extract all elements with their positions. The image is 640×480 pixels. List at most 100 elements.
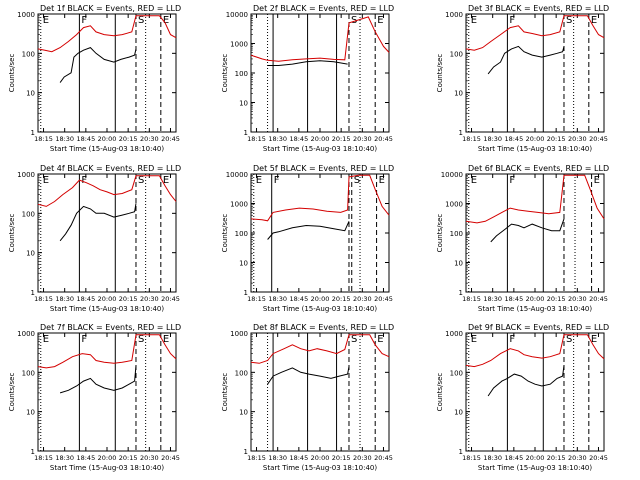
plot-frame	[465, 13, 605, 133]
panel-title: Det 7f BLACK = Events, RED = LLD	[40, 323, 181, 332]
x-tick-label: 20:30	[140, 295, 159, 303]
y-tick-label: 1000	[445, 201, 463, 209]
panel-det-9: Det 9f BLACK = Events, RED = LLD 1 10 100 10…	[436, 323, 609, 472]
x-tick-label: 18:15	[247, 135, 266, 143]
event-marker-label: E	[43, 175, 49, 186]
panel-det-7: Det 7f BLACK = Events, RED = LLD 1 10 100 10…	[8, 323, 181, 472]
event-marker-label: E	[591, 334, 597, 345]
y-tick-label: 1	[31, 289, 35, 297]
y-tick-label: 100	[22, 210, 35, 218]
x-tick-label: 20:00	[526, 295, 545, 303]
panel-title: Det 4f BLACK = Events, RED = LLD	[40, 164, 181, 173]
x-tick-label: 18:15	[34, 295, 53, 303]
y-tick-label: 1000	[230, 41, 248, 49]
y-tick-label: 10000	[441, 171, 463, 179]
panel-det-8: Det 8f BLACK = Events, RED = LLD 1 10 100 10…	[221, 323, 394, 472]
x-tick-label: 20:45	[161, 295, 180, 303]
y-tick-label: 100	[235, 230, 248, 238]
y-axis-label: Counts/sec	[8, 214, 16, 253]
plot-frame	[250, 13, 390, 133]
x-tick-label: 18:45	[289, 454, 308, 462]
x-tick-label: 18:30	[483, 295, 502, 303]
y-tick-label: 100	[450, 230, 463, 238]
x-tick-label: 18:15	[34, 454, 53, 462]
x-tick-label: 20:15	[332, 135, 351, 143]
panel-det-5: Det 5f BLACK = Events, RED = LLD 1 10 100 10…	[221, 164, 394, 313]
x-tick-label: 20:45	[589, 295, 608, 303]
lld-series-line	[37, 175, 177, 207]
x-tick-label: 20:00	[311, 135, 330, 143]
x-axis-label: Start Time (15-Aug-03 18:10:40)	[478, 305, 592, 313]
x-tick-label: 20:15	[547, 135, 566, 143]
y-tick-label: 1	[244, 129, 248, 137]
event-marker-label: S	[351, 334, 357, 345]
y-tick-label: 1	[459, 289, 463, 297]
y-tick-label: 1000	[17, 11, 35, 19]
events-series-line	[267, 221, 350, 240]
plot-frame	[250, 332, 390, 452]
x-tick-label: 18:45	[504, 295, 523, 303]
y-axis-label: Counts/sec	[221, 214, 229, 253]
x-tick-label: 20:00	[98, 295, 117, 303]
x-tick-label: 20:30	[353, 295, 372, 303]
x-tick-label: 20:30	[353, 454, 372, 462]
event-marker-label: F	[81, 334, 87, 345]
x-tick-label: 20:00	[526, 135, 545, 143]
x-tick-label: 20:15	[547, 454, 566, 462]
panel-title: Det 8f BLACK = Events, RED = LLD	[253, 323, 394, 332]
lld-series-line	[465, 15, 605, 51]
y-axis-label: Counts/sec	[221, 54, 229, 93]
panel-title: Det 2f BLACK = Events, RED = LLD	[253, 4, 394, 13]
y-tick-label: 10000	[226, 171, 248, 179]
y-axis-label: Counts/sec	[436, 54, 444, 93]
x-tick-label: 20:30	[568, 295, 587, 303]
lld-series-line	[37, 15, 177, 53]
lld-series-line	[250, 334, 390, 364]
y-tick-label: 10	[26, 409, 35, 417]
x-tick-label: 18:15	[462, 295, 481, 303]
panel-title: Det 5f BLACK = Events, RED = LLD	[253, 164, 394, 173]
x-tick-label: 18:45	[504, 454, 523, 462]
x-tick-label: 18:45	[76, 135, 95, 143]
x-tick-label: 20:45	[589, 135, 608, 143]
event-marker-label: E	[377, 334, 383, 345]
event-marker-label: E	[163, 334, 169, 345]
event-marker-label: E	[163, 175, 169, 186]
x-tick-label: 20:15	[119, 135, 138, 143]
panel-det-2: Det 2f BLACK = Events, RED = LLD 1 10 100 10…	[221, 4, 394, 153]
lld-series-line	[465, 334, 605, 368]
y-axis-label: Counts/sec	[221, 373, 229, 412]
events-series-line	[487, 45, 565, 75]
y-tick-label: 1	[244, 448, 248, 456]
event-marker-label: F	[81, 15, 87, 26]
event-marker-label: F	[509, 15, 515, 26]
x-axis-label: Start Time (15-Aug-03 18:10:40)	[263, 464, 377, 472]
x-tick-label: 20:30	[140, 454, 159, 462]
x-axis-label: Start Time (15-Aug-03 18:10:40)	[50, 305, 164, 313]
x-tick-label: 20:45	[374, 135, 393, 143]
y-axis-label: Counts/sec	[436, 214, 444, 253]
event-marker-label: S	[138, 334, 144, 345]
y-tick-label: 10	[26, 250, 35, 258]
y-tick-label: 1000	[445, 330, 463, 338]
lld-series-line	[37, 334, 177, 369]
x-axis-label: Start Time (15-Aug-03 18:10:40)	[478, 464, 592, 472]
lld-series-line	[250, 16, 390, 62]
x-axis-label: Start Time (15-Aug-03 18:10:40)	[50, 464, 164, 472]
x-tick-label: 20:00	[311, 454, 330, 462]
x-tick-label: 18:30	[268, 135, 287, 143]
panel-title: Det 9f BLACK = Events, RED = LLD	[468, 323, 609, 332]
events-series-line	[267, 60, 348, 66]
x-tick-label: 18:30	[268, 454, 287, 462]
y-tick-label: 10	[26, 90, 35, 98]
y-tick-label: 100	[22, 50, 35, 58]
x-tick-label: 20:15	[547, 295, 566, 303]
x-tick-label: 20:15	[119, 454, 138, 462]
x-tick-label: 20:45	[161, 135, 180, 143]
y-axis-label: Counts/sec	[436, 373, 444, 412]
events-series-line	[59, 203, 137, 242]
lld-series-line	[250, 174, 390, 222]
x-tick-label: 18:30	[483, 454, 502, 462]
y-tick-label: 100	[450, 369, 463, 377]
